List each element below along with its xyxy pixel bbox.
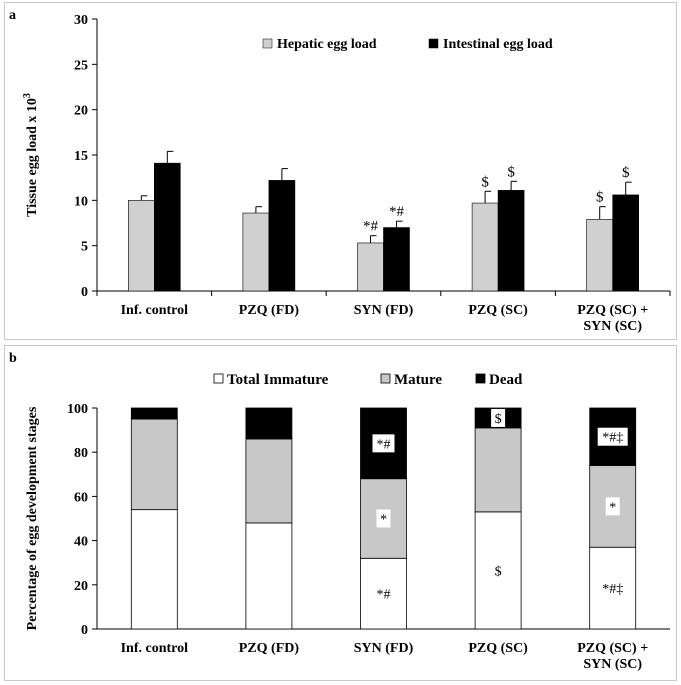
segment-total-immature-inf-control <box>130 509 178 630</box>
segment-mature-pzq-fd <box>245 438 293 524</box>
segment-mature-pzq-sc <box>474 427 522 513</box>
y-axis-label: Tissue egg load x 103 <box>22 93 40 217</box>
legend-swatch-mature <box>380 373 391 384</box>
segment-dead-pzq-fd <box>245 407 293 440</box>
bar-hepatic-egg-load-pzq-sc-syn-sc <box>586 219 614 292</box>
bar-hepatic-egg-load-inf-control <box>128 200 155 292</box>
legend-label-hepatic-egg-load: Hepatic egg load <box>277 37 377 52</box>
bar-hepatic-egg-load-pzq-fd <box>242 212 270 292</box>
significance-mark: $ <box>507 164 515 180</box>
significance-mark: *# <box>363 219 379 235</box>
annotation-box <box>605 497 620 516</box>
y-tick-label: 40 <box>74 535 88 550</box>
segment-mature-pzq-sc-syn-sc <box>589 465 637 548</box>
y-tick-label: 10 <box>74 194 88 209</box>
x-tick-label: PZQ (SC) + SYN (SC) <box>577 641 648 672</box>
y-tick-label: 15 <box>74 149 88 164</box>
legend-label-dead: Dead <box>489 372 523 388</box>
bar-intestinal-egg-load-syn-fd <box>383 227 410 292</box>
significance-mark: *# <box>377 588 391 603</box>
y-tick-label: 5 <box>81 240 88 255</box>
panel-label: a <box>9 8 16 23</box>
significance-mark: *# <box>377 437 391 452</box>
significance-mark: * <box>609 500 616 515</box>
y-tick-label: 80 <box>74 446 88 461</box>
significance-mark: $ <box>495 412 502 427</box>
significance-mark: $ <box>481 174 489 190</box>
segment-total-immature-pzq-sc-syn-sc <box>589 546 637 630</box>
x-tick-label: PZQ (FD) <box>239 303 300 318</box>
legend-label-mature: Mature <box>394 372 442 388</box>
y-tick-label: 20 <box>74 104 88 119</box>
legend-swatch-hepatic-egg-load <box>262 38 273 49</box>
significance-mark: $ <box>622 165 630 181</box>
significance-mark: *#‡ <box>602 431 623 446</box>
significance-mark: $ <box>596 190 604 206</box>
legend-swatch-intestinal-egg-load <box>428 38 439 49</box>
legend-swatch-total-immature <box>213 373 224 384</box>
segment-mature-inf-control <box>130 418 178 511</box>
x-tick-label: PZQ (FD) <box>239 641 300 656</box>
segment-dead-inf-control <box>130 407 178 420</box>
y-tick-label: 20 <box>74 579 88 594</box>
segment-total-immature-pzq-sc <box>474 511 522 630</box>
bar-intestinal-egg-load-inf-control <box>154 162 181 292</box>
panel-label: b <box>9 351 17 366</box>
legend-swatch-dead <box>475 373 486 384</box>
annotation-box <box>597 427 628 446</box>
y-tick-label: 25 <box>74 58 88 73</box>
chart-b: b Percentage of egg development stages 0 20… <box>9 351 670 672</box>
significance-mark: * <box>380 513 387 528</box>
y-tick-label: 30 <box>74 13 88 28</box>
y-tick-label: 60 <box>74 490 88 505</box>
chart-a: a Tissue egg load x 103 0 5 10 15 20 25 30 Inf. c… <box>9 8 671 334</box>
segment-mature-syn-fd <box>360 478 407 559</box>
x-tick-label: PZQ (SC) <box>468 641 528 656</box>
legend-label-intestinal-egg-load: Intestinal egg load <box>443 37 553 52</box>
x-tick-label: PZQ (SC) <box>468 303 528 318</box>
annotation-box <box>491 408 506 427</box>
x-tick-label: SYN (FD) <box>354 641 414 656</box>
segment-total-immature-pzq-fd <box>245 522 293 630</box>
x-tick-label: SYN (FD) <box>354 303 414 318</box>
panel-a: a Tissue egg load x 103 0 5 10 15 20 25 30 Inf. c… <box>4 2 677 340</box>
significance-mark: $ <box>495 564 502 579</box>
x-tick-label: Inf. control <box>121 303 189 318</box>
bar-intestinal-egg-load-pzq-sc <box>497 190 525 292</box>
y-axis-label: Percentage of egg development stages <box>25 406 40 630</box>
x-tick-label: Inf. control <box>121 641 189 656</box>
annotation-box <box>376 509 391 528</box>
panel-b: b Percentage of egg development stages 0 20… <box>4 345 677 681</box>
significance-mark: *# <box>389 204 405 220</box>
y-tick-label: 0 <box>81 623 88 638</box>
y-tick-label: 100 <box>67 402 88 417</box>
bar-intestinal-egg-load-pzq-sc-syn-sc <box>612 194 640 292</box>
x-tick-label: PZQ (SC) + SYN (SC) <box>577 303 648 334</box>
bar-hepatic-egg-load-syn-fd <box>357 242 384 292</box>
significance-mark: *#‡ <box>602 582 623 597</box>
annotation-box <box>372 434 395 453</box>
legend-label-total-immature: Total Immature <box>227 372 329 388</box>
y-tick-label: 0 <box>81 285 88 300</box>
bar-intestinal-egg-load-pzq-fd <box>268 180 296 292</box>
bar-hepatic-egg-load-pzq-sc <box>471 202 499 292</box>
